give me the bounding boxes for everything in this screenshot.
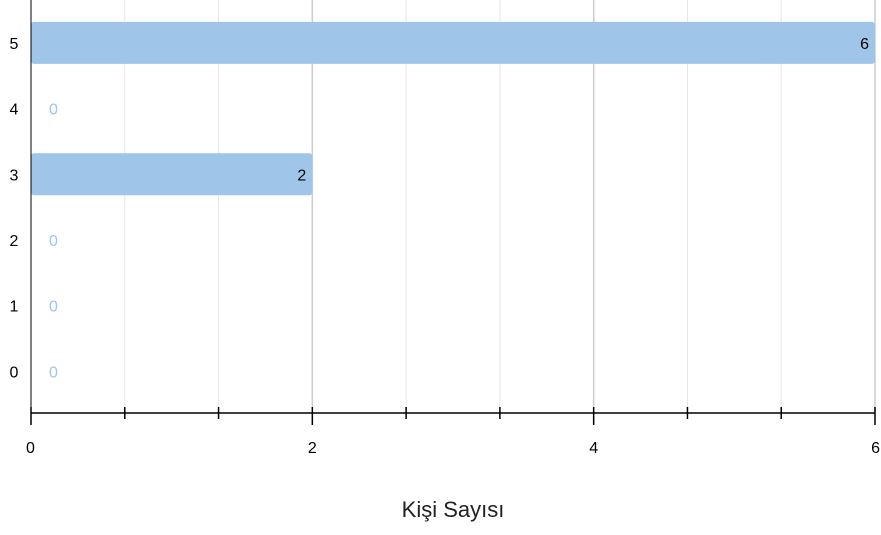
x-tick-label-0: 0: [26, 440, 35, 457]
data-label-4: 0: [49, 102, 58, 119]
x-tick-label-6: 6: [871, 440, 880, 457]
data-label-1: 0: [49, 299, 58, 316]
data-label-0: 0: [49, 364, 58, 381]
bar-3: [31, 153, 313, 196]
y-tick-label-4: 4: [10, 102, 19, 119]
data-label-3: 2: [297, 167, 306, 184]
axis-layer: [30, 0, 876, 425]
y-tick-label-2: 2: [10, 233, 19, 250]
bars-layer: [31, 21, 875, 196]
y-tick-label-5: 5: [10, 36, 19, 53]
x-tick-label-4: 4: [589, 440, 598, 457]
y-tick-label-3: 3: [10, 167, 19, 184]
y-tick-label-1: 1: [10, 299, 19, 316]
x-axis-title: Kişi Sayısı: [402, 497, 505, 522]
y-tick-label-0: 0: [10, 364, 19, 381]
bar-5: [31, 21, 875, 64]
grid-layer: [124, 0, 876, 413]
x-tick-label-2: 2: [308, 440, 317, 457]
data-label-5: 6: [860, 36, 869, 53]
labels-layer: 5 6 4 0 3 2 2 0 1 0 0 0 0 2 4 6: [10, 36, 881, 457]
data-label-2: 0: [49, 233, 58, 250]
